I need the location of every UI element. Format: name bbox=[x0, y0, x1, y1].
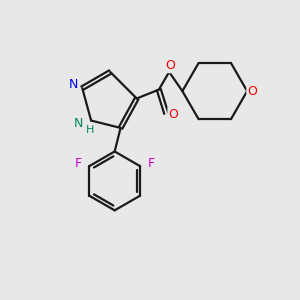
Text: F: F bbox=[74, 157, 82, 170]
Text: O: O bbox=[169, 108, 178, 121]
Text: N: N bbox=[69, 78, 78, 91]
Text: N: N bbox=[74, 117, 83, 130]
Text: F: F bbox=[148, 157, 155, 170]
Text: O: O bbox=[166, 59, 176, 72]
Text: O: O bbox=[248, 85, 257, 98]
Text: H: H bbox=[85, 125, 94, 135]
